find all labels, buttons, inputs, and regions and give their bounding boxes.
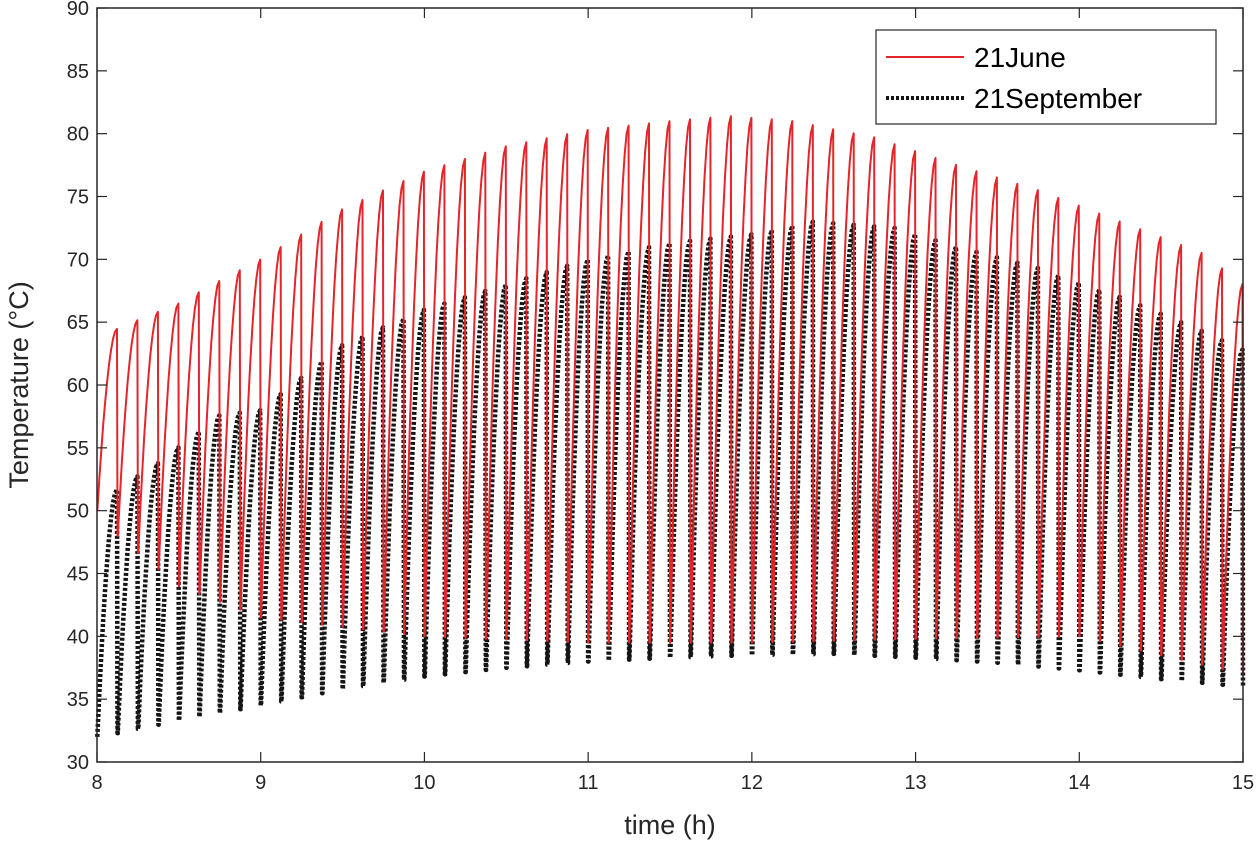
series-line-21june bbox=[96, 115, 1244, 675]
x-tick-label: 15 bbox=[1232, 772, 1254, 794]
x-axis-label: time (h) bbox=[624, 810, 716, 840]
y-tick-label: 60 bbox=[67, 375, 89, 397]
y-tick-label: 65 bbox=[67, 312, 89, 334]
y-axis-label: Temperature (°C) bbox=[4, 281, 34, 488]
series-layer bbox=[95, 115, 1246, 738]
y-tick-label: 85 bbox=[67, 61, 89, 83]
x-tick-label: 11 bbox=[578, 772, 599, 794]
y-tick-label: 55 bbox=[67, 438, 89, 460]
y-tick-label: 50 bbox=[67, 501, 89, 523]
x-tick-label: 10 bbox=[413, 772, 435, 794]
x-tick-label: 9 bbox=[255, 772, 266, 794]
legend-label-21june: 21June bbox=[974, 42, 1066, 73]
x-tick-label: 13 bbox=[904, 772, 926, 794]
y-tick-label: 75 bbox=[67, 187, 89, 209]
x-tick-label: 14 bbox=[1068, 772, 1090, 794]
series-line-21september bbox=[95, 219, 1246, 738]
y-tick-label: 90 bbox=[67, 0, 89, 20]
y-tick-label: 30 bbox=[67, 752, 89, 774]
legend-box bbox=[875, 29, 1217, 125]
y-tick-label: 45 bbox=[67, 564, 89, 586]
x-tick-label: 12 bbox=[741, 772, 763, 794]
tick-layer: 8 9 10 11 12 13 14 15 30 35 40 45 50 55 60 65 70 75 80 85 90 bbox=[67, 0, 1254, 794]
y-tick-label: 35 bbox=[67, 689, 89, 711]
y-tick-label: 80 bbox=[67, 124, 89, 146]
legend-label-21september: 21September bbox=[974, 83, 1142, 114]
legend: 21June 21September bbox=[875, 29, 1217, 125]
y-tick-label: 40 bbox=[67, 626, 89, 648]
x-tick-label: 8 bbox=[91, 772, 102, 794]
y-tick-label: 70 bbox=[67, 249, 89, 271]
